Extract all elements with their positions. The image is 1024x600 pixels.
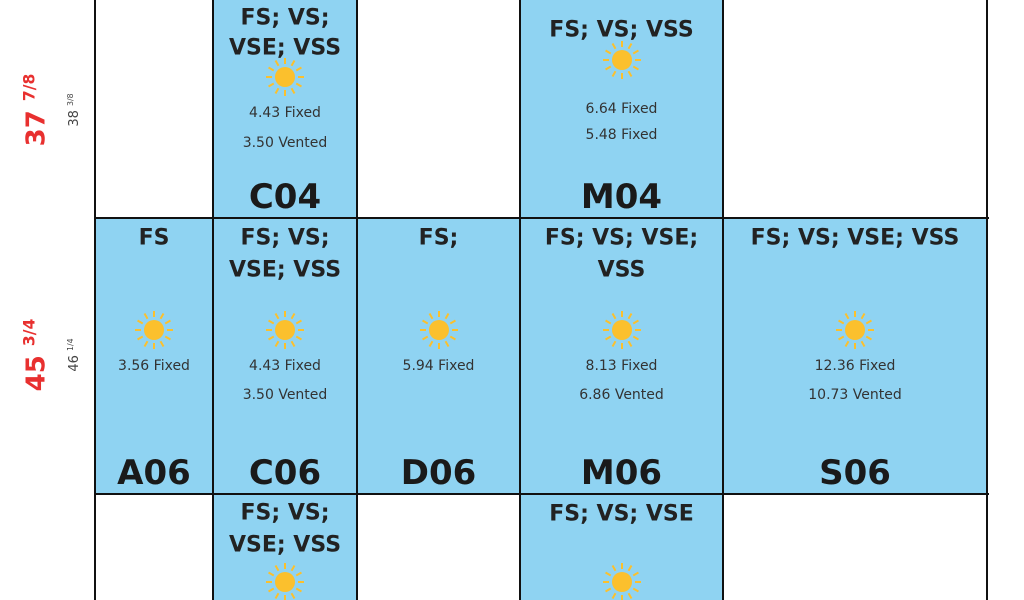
cell: FS; VS; VSS 6.64 Fixed 5.48 Fixed M04 [520, 0, 723, 218]
sun-icon [602, 311, 641, 349]
cell: FS; VS; VSE [520, 494, 723, 600]
size-code: C04 [248, 177, 322, 217]
grid-line [95, 493, 989, 495]
fraction: 1/4 [65, 338, 75, 351]
spec-line: 6.86 Vented [579, 387, 664, 403]
row-rough-opening: 46 1/4 [66, 338, 82, 371]
options-line: FS; VS; [240, 225, 330, 251]
whole: 46 [67, 350, 83, 372]
row-size: 45 3/4 [21, 319, 52, 392]
fraction: 3/8 [65, 93, 75, 106]
options-line: VSE; VSS [228, 35, 342, 61]
fraction: 3/4 [20, 318, 39, 347]
options-line: FS; VS; VSE; VSS [750, 225, 960, 251]
sun-icon [135, 311, 173, 349]
cell: FS; VS; VSE; VSS [213, 494, 357, 600]
grid-line [212, 0, 214, 600]
grid-line [94, 0, 96, 600]
spec-line: 10.73 Vented [808, 387, 902, 403]
grid-line [722, 0, 724, 600]
whole: 45 [21, 346, 52, 392]
sun-icon [602, 41, 641, 79]
options-line: VSE; VSS [228, 257, 342, 283]
options-line: FS; [418, 225, 459, 251]
spec-line: 4.43 Fixed [249, 358, 321, 374]
cell: FS; VS; VSE; VSS 8.13 Fixed 6.86 Vented M06 [520, 218, 723, 494]
sun-icon [419, 311, 458, 349]
cell: FS; VS; VSE; VSS 12.36 Fixed 10.73 Vented S… [723, 218, 987, 494]
options-line: VSS [597, 257, 646, 283]
options-line: FS; VS; VSS [549, 17, 694, 43]
size-code: A06 [117, 453, 191, 493]
spec-line: 3.50 Vented [242, 135, 328, 151]
grid-line [95, 217, 989, 219]
size-code: D06 [400, 453, 477, 493]
options-line: FS; VS; [240, 5, 330, 31]
fraction: 7/8 [20, 73, 39, 102]
spec-line: 12.36 Fixed [814, 358, 896, 374]
sun-icon [266, 311, 304, 349]
options-line: FS; VS; [240, 500, 330, 526]
size-code: C06 [248, 453, 322, 493]
sun-icon [836, 311, 874, 349]
cell: FS 3.56 Fixed A06 [95, 218, 213, 494]
sun-icon [266, 58, 304, 96]
options-line: VSE; VSS [228, 532, 342, 558]
size-code: S06 [819, 453, 891, 493]
spec-line: 8.13 Fixed [585, 358, 658, 374]
grid-line [519, 0, 521, 600]
spec-line: 3.50 Vented [242, 387, 328, 403]
size-code: M04 [580, 177, 663, 217]
row-size: 37 7/8 [21, 74, 52, 147]
sun-icon [602, 563, 641, 600]
options-line: FS; VS; VSE [549, 501, 694, 527]
whole: 37 [21, 101, 52, 147]
cell: FS; 5.94 Fixed D06 [357, 218, 520, 494]
spec-line: 5.48 Fixed [585, 127, 658, 143]
spec-line: 5.94 Fixed [402, 358, 475, 374]
cell: FS; VS; VSE; VSS 4.43 Fixed 3.50 Vented C06 [213, 218, 357, 494]
grid-line [986, 0, 988, 600]
spec-line: 6.64 Fixed [585, 101, 658, 117]
cell: FS; VS; VSE; VSS 4.43 Fixed 3.50 Vented C04 [213, 0, 357, 218]
options-line: FS [138, 225, 170, 251]
grid-line [356, 0, 358, 600]
spec-line: 4.43 Fixed [249, 105, 321, 121]
size-code: M06 [580, 453, 663, 493]
row-rough-opening: 38 3/8 [66, 93, 82, 126]
spec-line: 3.56 Fixed [118, 358, 190, 374]
options-line: FS; VS; VSE; [544, 225, 699, 251]
sun-icon [266, 563, 304, 600]
whole: 38 [67, 105, 83, 127]
